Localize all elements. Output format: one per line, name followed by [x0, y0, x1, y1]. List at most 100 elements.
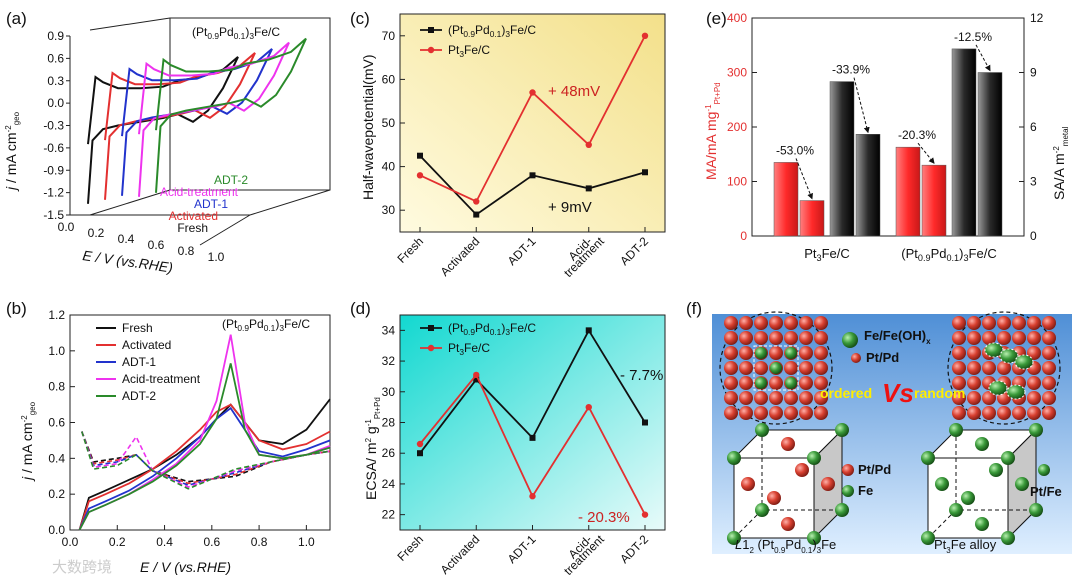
legend-cube-ptpd-icon [842, 464, 854, 476]
atom-ptpd [997, 316, 1011, 330]
atom-ptpd [739, 316, 753, 330]
cv-anodic-activated [78, 403, 331, 531]
atom-ptpd [982, 316, 996, 330]
atom-ptpd [952, 391, 966, 405]
panel-c-x-ticks: Fresh Activated ADT-1 Acid-treatment ADT-2 [395, 227, 651, 280]
panel-d-annotation-20.3: - 20.3% [578, 509, 630, 526]
atom-ptpd [784, 406, 798, 420]
panel-e-y-ticks-right: 0 3 6 9 12 [1019, 11, 1044, 243]
series-point-circle [473, 371, 480, 379]
atom-ptpd [997, 406, 1011, 420]
cv-curve-adt-1 [121, 48, 273, 196]
atom-ptpd [724, 376, 738, 390]
bar-sa-0-2 [829, 81, 855, 237]
atom-fe [785, 347, 797, 359]
atom-ptpd [1027, 316, 1041, 330]
x-tick-label: Activated [438, 532, 483, 577]
atom-ptpd [769, 346, 783, 360]
series-point-square [585, 327, 592, 334]
panel-f-ordered: ordered [820, 385, 872, 401]
legend-marker [427, 344, 435, 352]
legend-label-adt-1: ADT-1 [122, 355, 156, 369]
depth-label-activated: Activated [169, 209, 218, 223]
x-tick-label: Fresh [395, 532, 427, 564]
series-point-circle [416, 440, 424, 448]
atom-ptpd [1042, 331, 1056, 345]
atom-ptpd [784, 361, 798, 375]
cube-corner-atom [727, 451, 741, 465]
atom-fe [770, 362, 782, 374]
atom-ptpd [799, 316, 813, 330]
watermark: 大数跨境 [52, 558, 112, 576]
panel-e-bars: -53.0% -33.9% -20.3% -12.5% [773, 30, 1003, 237]
atom-ptpd [799, 406, 813, 420]
bar-arrow [795, 158, 813, 200]
panel-f: (f) ordered Vs random Fe/Fe(OH)x Pt/Pd P… [686, 299, 1072, 555]
atom-ptpd [997, 331, 1011, 345]
cv-curve-adt-2 [155, 37, 307, 193]
panel-a-x-ticks: 0.0 0.2 0.4 0.6 0.8 1.0 [58, 220, 225, 264]
x-tick-label: 0.8 [251, 535, 268, 549]
panel-b-title: (Pt0.9Pd0.1)3Fe/C [222, 317, 310, 333]
atom-ptpd [754, 406, 768, 420]
y-tick-label-right: 3 [1030, 175, 1037, 189]
y-tick-label-left: 0 [740, 229, 747, 243]
panel-f-vs: Vs [882, 378, 914, 408]
y-tick-label-left: 400 [727, 11, 747, 25]
atom-ptpd [784, 331, 798, 345]
y-tick-label-left: 300 [727, 66, 747, 80]
legend-label: Pt3Fe/C [448, 43, 490, 59]
bar-sa-0-3 [855, 134, 881, 237]
depth-label-acid-treatment: Acid-treatment [160, 185, 239, 199]
bar-annotation: -53.0% [776, 143, 814, 157]
atom-ptpd [982, 406, 996, 420]
cube-face-atom [975, 517, 989, 531]
panel-c-y-ticks: 30 40 50 60 70 [382, 29, 405, 217]
atom-fe-cluster [1006, 384, 1026, 400]
x-tick-label: 0.2 [88, 226, 105, 240]
panel-b-frame [69, 314, 331, 531]
series-point-square [473, 211, 480, 218]
unit-cell-outline [753, 345, 799, 391]
panel-d-series [416, 327, 649, 518]
panel-a-title: (Pt0.9Pd0.1)3Fe/C [192, 25, 280, 41]
y-tick-label: 0.8 [48, 380, 65, 394]
atom-ptpd [799, 376, 813, 390]
f-ordered-grid-outline [719, 311, 833, 425]
series-point-square [642, 169, 648, 176]
x-tick-label: Activated [438, 234, 483, 279]
x-tick-label: 0.6 [203, 535, 220, 549]
cube-corner-atom [807, 531, 821, 545]
panel-c-series [416, 32, 649, 218]
x-category-label: Pt3Fe/C [804, 246, 850, 263]
atom-ptpd [982, 331, 996, 345]
series-point-square [529, 172, 536, 179]
atom-ptpd [739, 391, 753, 405]
panel-b-label: (b) [6, 299, 27, 318]
series-point-square [585, 185, 592, 192]
cube-corner-atom [835, 423, 849, 437]
panel-e-x-labels: Pt3Fe/C (Pt0.9Pd0.1)3Fe/C [804, 246, 996, 263]
panel-d-ylabel: ECSA/ m2 g-1Pt+Pd [363, 397, 382, 500]
series-point-square [473, 376, 480, 383]
x-category-label: (Pt0.9Pd0.1)3Fe/C [901, 246, 996, 263]
panel-b-x-ticks: 0.0 0.2 0.4 0.6 0.8 1.0 [62, 525, 315, 549]
y-tick-label: -1.5 [43, 208, 64, 222]
atom-ptpd [799, 361, 813, 375]
cube-face-atom [975, 437, 989, 451]
cube-corner-atom [727, 531, 741, 545]
atom-ptpd [1042, 376, 1056, 390]
atom-ptpd [799, 391, 813, 405]
atom-ptpd [1042, 361, 1056, 375]
cube-face-atom [781, 517, 795, 531]
atom-fe [755, 377, 767, 389]
atom-ptpd [724, 346, 738, 360]
cube-corner-atom [949, 423, 963, 437]
legend-label: Pt3Fe/C [448, 341, 490, 357]
y-tick-label: 0.9 [47, 29, 64, 43]
atom-ptpd [754, 361, 768, 375]
atom-ptpd [1042, 391, 1056, 405]
cube-corner-atom [1029, 423, 1043, 437]
